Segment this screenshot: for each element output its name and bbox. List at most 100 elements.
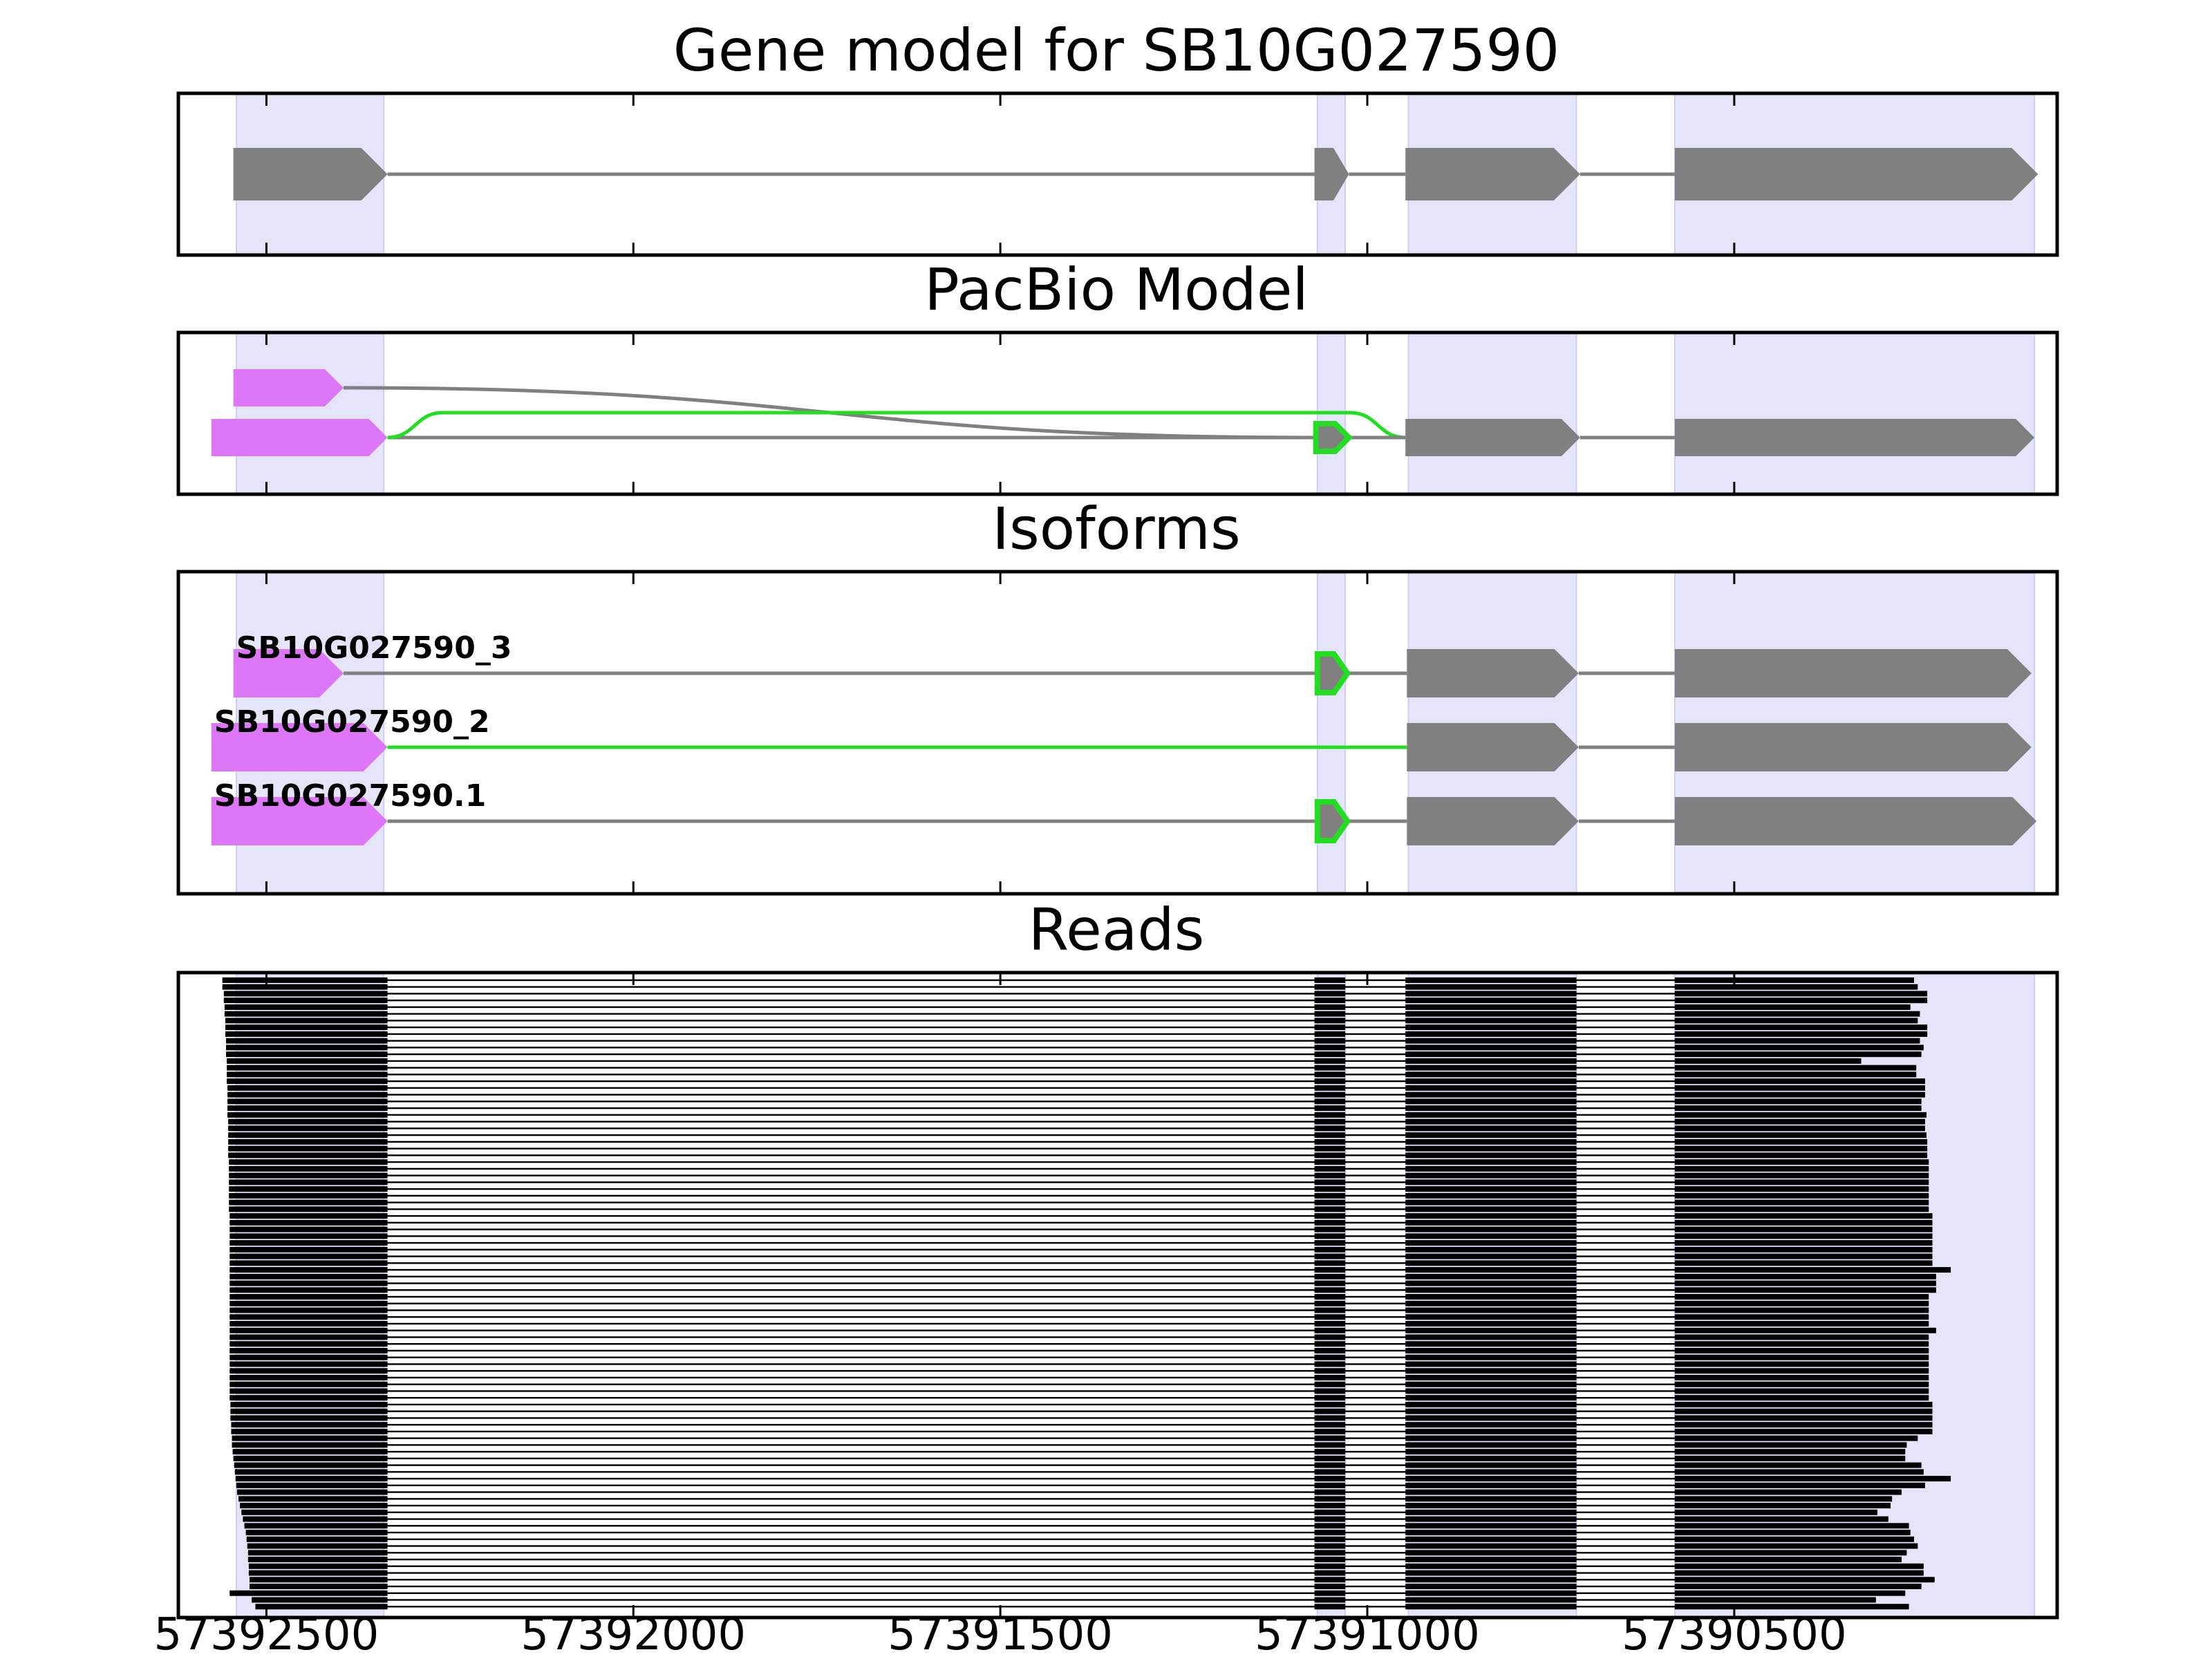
- read-connector: [229, 1295, 1929, 1298]
- read-block: [227, 1078, 388, 1085]
- read-block: [231, 1422, 388, 1428]
- read-block: [1314, 1570, 1346, 1576]
- utr-exon-arrow: [233, 369, 344, 406]
- exon-arrow: [1674, 723, 2032, 771]
- read-row: [227, 1078, 1925, 1085]
- read-block: [1314, 1476, 1346, 1482]
- read-block: [1674, 1300, 1929, 1306]
- read-block: [1314, 997, 1346, 1004]
- read-block: [1314, 1192, 1346, 1199]
- read-connector: [229, 1396, 1929, 1399]
- read-block: [1314, 984, 1346, 990]
- read-block: [1314, 1503, 1346, 1509]
- read-block: [249, 1584, 388, 1590]
- read-row: [229, 1374, 1929, 1380]
- exon-arrow: [1405, 419, 1580, 456]
- read-block: [232, 1435, 388, 1441]
- read-block: [1674, 1469, 1924, 1475]
- read-block: [1405, 1105, 1577, 1112]
- read-block: [1405, 1004, 1577, 1010]
- read-block: [1674, 1577, 1935, 1583]
- read-block: [1314, 1159, 1346, 1165]
- read-block: [1674, 1563, 1924, 1569]
- read-block: [1674, 1482, 1925, 1488]
- read-block: [1405, 1489, 1577, 1495]
- read-block: [1314, 1219, 1346, 1226]
- read-row: [248, 1570, 1924, 1576]
- read-block: [1405, 1435, 1577, 1441]
- read-block: [229, 1172, 388, 1179]
- read-connector: [229, 1302, 1929, 1304]
- read-row: [244, 1523, 1909, 1529]
- utr-exon-arrow: [233, 649, 344, 697]
- exon-shade-region: [1674, 332, 2036, 495]
- read-row: [227, 1098, 1922, 1105]
- read-block: [223, 991, 388, 997]
- read-row: [229, 1226, 1933, 1232]
- read-row: [248, 1563, 1924, 1569]
- read-block: [1674, 1503, 1891, 1509]
- exon-arrow: [1674, 797, 2037, 845]
- read-block: [1405, 1098, 1577, 1105]
- read-block: [1405, 1038, 1577, 1044]
- read-block: [228, 1125, 388, 1132]
- panel-frame: [176, 971, 2059, 1620]
- read-connector: [229, 1282, 1936, 1284]
- read-block: [230, 1408, 388, 1414]
- read-block: [1405, 1496, 1577, 1502]
- read-block: [1314, 1118, 1346, 1125]
- read-connector: [255, 1606, 1909, 1608]
- read-block: [1674, 1233, 1933, 1239]
- read-block: [1314, 1428, 1346, 1434]
- read-row: [229, 1246, 1933, 1253]
- alt-exon-arrow: [1313, 421, 1353, 454]
- read-block: [1314, 1240, 1346, 1246]
- read-block: [234, 1469, 388, 1475]
- read-row: [247, 1543, 1918, 1549]
- read-connector: [227, 1067, 1917, 1069]
- read-block: [1405, 1341, 1577, 1347]
- read-block: [252, 1597, 388, 1603]
- read-block: [1314, 1011, 1346, 1017]
- read-block: [1314, 1152, 1346, 1159]
- read-block: [236, 1489, 388, 1495]
- read-block: [1314, 977, 1346, 983]
- exon-arrow: [233, 148, 388, 200]
- read-block: [1314, 1138, 1346, 1145]
- read-row: [229, 1280, 1936, 1286]
- read-row: [228, 1138, 1928, 1145]
- read-connector: [232, 1444, 1907, 1446]
- read-row: [229, 1267, 1951, 1273]
- read-block: [1314, 1361, 1346, 1367]
- read-row: [234, 1469, 1924, 1475]
- read-block: [1674, 1044, 1924, 1051]
- read-block: [1314, 1368, 1346, 1374]
- read-block: [1405, 1307, 1577, 1313]
- read-block: [1405, 1273, 1577, 1280]
- read-block: [1405, 1172, 1577, 1179]
- read-connector: [222, 979, 1914, 982]
- read-block: [1674, 1455, 1906, 1461]
- read-block: [1405, 1206, 1577, 1212]
- read-block: [226, 1038, 388, 1044]
- read-block: [1405, 1408, 1577, 1414]
- read-connector: [249, 1585, 1922, 1588]
- read-row: [249, 1584, 1922, 1590]
- read-block: [1314, 1058, 1346, 1064]
- read-block: [1405, 1401, 1577, 1407]
- exon-arrow: [1674, 649, 2032, 697]
- read-block: [1405, 1422, 1577, 1428]
- utr-exon-arrow: [211, 419, 388, 456]
- read-block: [225, 1031, 388, 1037]
- read-connector: [230, 1410, 1933, 1412]
- read-block: [1405, 991, 1577, 997]
- read-connector: [234, 1471, 1924, 1473]
- read-block: [227, 1105, 388, 1112]
- read-block: [1405, 1327, 1577, 1333]
- read-block: [1674, 1334, 1929, 1340]
- read-block: [1314, 1213, 1346, 1219]
- read-connector: [229, 1592, 1906, 1594]
- read-block: [228, 1152, 388, 1159]
- read-row: [231, 1428, 1933, 1434]
- read-block: [228, 1118, 388, 1125]
